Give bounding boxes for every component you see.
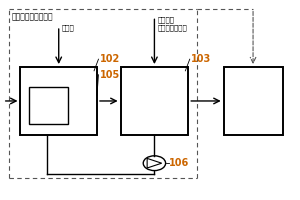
Bar — [121, 67, 188, 135]
Text: 105: 105 — [100, 70, 120, 80]
Text: 102: 102 — [100, 54, 120, 64]
Bar — [29, 87, 68, 124]
Bar — [224, 67, 283, 135]
Text: 品位余热间壁热交換: 品位余热间壁热交換 — [12, 12, 53, 21]
Text: 103: 103 — [191, 54, 211, 64]
Text: 来自其他
预处理单元废水: 来自其他 预处理单元废水 — [158, 16, 187, 31]
Bar — [20, 67, 97, 135]
Text: 助凝剂: 助凝剂 — [62, 24, 74, 31]
Text: 106: 106 — [169, 158, 189, 168]
